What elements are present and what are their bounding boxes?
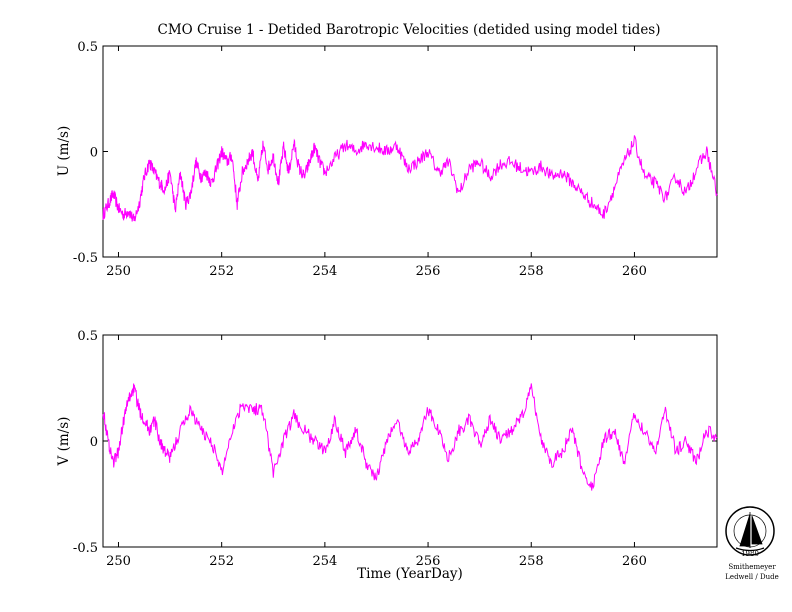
x-tick-label: 250 [106,264,131,279]
y-tick-label: 0 [90,435,98,450]
x-tick-label: 256 [416,554,441,569]
logo-caption-2: Ledwell / Dude [725,573,778,581]
hull-icon [735,547,765,552]
panel-v-velocity: 250 252 254 256 258 260 -0.5 0 0.5 V (m/s) Time… [56,329,718,582]
y-tick-label: 0 [90,146,98,161]
institution-seal-logo: 1980 Smithemeyer Ledwell / Dude [725,506,779,581]
x-axis-label: Time (YearDay) [357,566,463,582]
x-tick-label: 254 [312,264,337,279]
u-velocity-line [102,135,718,222]
y-ticks-u: -0.5 0 0.5 [73,40,717,266]
y-tick-label: 0.5 [77,40,98,55]
series-u [102,135,718,222]
x-tick-label: 256 [416,264,441,279]
seal-year: 1980 [741,550,759,558]
x-tick-label: 252 [209,554,234,569]
x-ticks-u: 250 252 254 256 258 260 [106,46,647,279]
plot-frame-v [102,334,718,548]
x-tick-label: 250 [106,554,131,569]
x-tick-label: 260 [622,554,647,569]
y-axis-label-v: V (m/s) [56,417,72,467]
x-tick-label: 258 [519,554,544,569]
x-tick-label: 258 [519,264,544,279]
chart-title: CMO Cruise 1 - Detided Barotropic Veloci… [157,22,660,38]
y-ticks-v: -0.5 0 0.5 [73,329,717,556]
v-velocity-line [102,383,718,491]
y-axis-label-u: U (m/s) [56,126,72,176]
y-tick-label: 0.5 [77,329,98,344]
y-tick-label: -0.5 [73,541,98,556]
x-ticks-v: 250 252 254 256 258 260 [106,335,647,569]
logo-caption-1: Smithemeyer [728,563,776,571]
sailboat-icon [739,512,763,548]
plot-frame-u [102,45,718,258]
x-tick-label: 260 [622,264,647,279]
panel-u-velocity: 250 252 254 256 258 260 -0.5 0 0.5 U (m/s) [56,40,718,279]
x-tick-label: 254 [312,554,337,569]
y-tick-label: -0.5 [73,251,98,266]
x-tick-label: 252 [209,264,234,279]
seal-ring [725,506,775,556]
series-v [102,383,718,491]
